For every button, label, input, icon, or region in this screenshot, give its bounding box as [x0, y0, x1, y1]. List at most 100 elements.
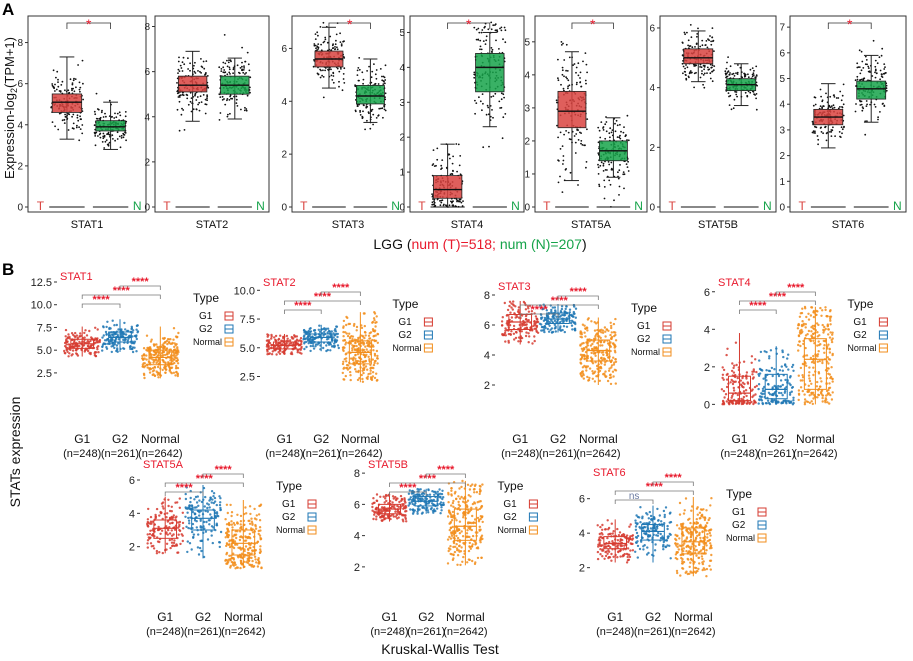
data-point: [487, 113, 490, 116]
data-point: [57, 81, 59, 83]
data-point: [102, 137, 105, 140]
data-point: [821, 400, 824, 403]
data-point: [478, 96, 480, 99]
panel-b-y-axis-title: STATs expression: [7, 397, 23, 508]
data-point: [161, 551, 164, 555]
data-point: [622, 173, 625, 176]
data-point: [224, 71, 227, 74]
data-point: [334, 48, 337, 50]
data-point: [362, 78, 365, 81]
data-point: [352, 358, 355, 362]
data-point: [314, 33, 317, 35]
data-point: [787, 368, 790, 371]
data-point: [812, 327, 816, 331]
data-point: [362, 82, 364, 85]
data-point: [354, 357, 357, 360]
data-point: [722, 400, 725, 403]
data-point: [158, 514, 161, 517]
data-point: [560, 305, 564, 308]
data-point: [879, 111, 881, 113]
data-point: [810, 330, 813, 333]
data-point: [725, 72, 728, 75]
data-point: [440, 199, 442, 202]
data-point: [166, 350, 169, 354]
data-point: [356, 353, 360, 356]
data-point: [541, 307, 545, 311]
data-point: [768, 355, 771, 358]
data-point: [377, 83, 380, 85]
data-point: [249, 76, 252, 79]
data-point: [585, 63, 588, 66]
data-point: [354, 353, 357, 357]
data-point: [322, 96, 325, 99]
data-point: [355, 329, 358, 332]
data-point: [362, 312, 366, 315]
data-point: [613, 199, 615, 202]
data-point: [354, 368, 357, 371]
data-point: [146, 524, 149, 527]
data-point: [368, 358, 371, 361]
data-point: [813, 96, 816, 99]
data-point: [488, 145, 490, 148]
data-point: [451, 201, 453, 204]
data-point: [371, 70, 374, 73]
data-point: [106, 133, 108, 136]
data-point: [583, 354, 586, 358]
data-point: [206, 97, 208, 100]
data-point: [300, 346, 303, 350]
data-point: [861, 60, 864, 63]
data-point: [356, 105, 359, 107]
data-point: [157, 371, 160, 375]
x-category-label: G1: [74, 432, 90, 446]
data-point: [384, 82, 386, 85]
data-point: [179, 94, 182, 97]
data-point: [735, 93, 738, 96]
data-point: [485, 39, 488, 42]
data-point: [745, 371, 749, 374]
data-point: [835, 97, 838, 99]
data-point: [767, 369, 771, 372]
data-point: [811, 402, 814, 406]
data-point: [791, 363, 795, 367]
y-tick-label: 7.5: [37, 322, 52, 334]
data-point: [218, 495, 221, 498]
data-point: [436, 158, 439, 161]
data-point: [85, 334, 89, 337]
data-point: [218, 119, 221, 121]
data-point: [274, 338, 277, 341]
data-point: [614, 345, 617, 348]
data-point: [612, 356, 615, 359]
box: [177, 75, 208, 93]
data-point: [90, 336, 93, 339]
data-point: [584, 335, 587, 338]
data-point: [553, 327, 556, 330]
data-point: [777, 400, 780, 403]
data-point: [755, 65, 758, 68]
data-point: [76, 116, 79, 119]
data-point: [169, 546, 172, 550]
y-tick-label: 5: [779, 74, 785, 85]
data-point: [623, 126, 625, 128]
data-point: [164, 366, 167, 369]
data-point: [373, 63, 375, 65]
data-point: [583, 357, 586, 360]
data-point: [317, 34, 319, 37]
data-point: [574, 316, 577, 319]
data-point: [75, 334, 79, 337]
data-point: [768, 357, 771, 360]
data-point: [817, 323, 820, 327]
data-point: [383, 108, 386, 111]
data-point: [156, 540, 160, 543]
data-point: [102, 135, 105, 138]
data-point: [799, 386, 803, 389]
data-point: [154, 352, 158, 356]
data-point: [533, 339, 536, 343]
data-point: [236, 64, 239, 67]
data-point: [505, 314, 509, 317]
data-point: [815, 313, 818, 317]
grade-box-g1: [720, 333, 758, 406]
data-point: [149, 352, 152, 356]
data-point: [579, 361, 582, 364]
data-point: [166, 512, 169, 515]
data-point: [163, 346, 166, 350]
